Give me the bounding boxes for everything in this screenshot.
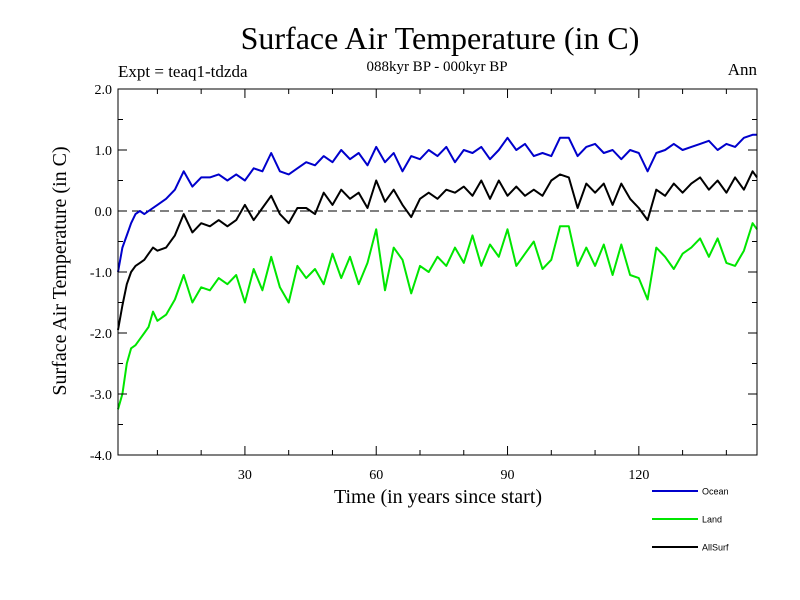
experiment-label: Expt = teaq1-tdzda (118, 62, 248, 81)
x-tick-label: 90 (501, 468, 515, 483)
legend: Ocean Land AllSurf (652, 487, 729, 553)
series-line-land (117, 222, 758, 410)
legend-label-allsurf: AllSurf (702, 543, 729, 553)
x-tick-label: 120 (628, 468, 649, 483)
x-axis-label: Time (in years since start) (334, 486, 542, 508)
series-line-ocean (117, 133, 757, 273)
y-tick-label: -4.0 (90, 449, 112, 464)
y-tick-label: -2.0 (90, 327, 112, 342)
y-tick-label: 2.0 (95, 83, 113, 98)
x-tick-label: 60 (369, 468, 383, 483)
legend-label-land: Land (702, 515, 722, 525)
x-tick-label: 30 (238, 468, 252, 483)
y-tick-label: -1.0 (90, 266, 112, 281)
y-tick-label: 1.0 (95, 144, 113, 159)
y-tick-label: -3.0 (90, 388, 112, 403)
chart-title: Surface Air Temperature (in C) (241, 20, 640, 56)
series-line-allsurf (117, 170, 758, 331)
season-label: Ann (728, 60, 758, 79)
legend-label-ocean: Ocean (702, 487, 729, 497)
chart-subtitle: 088kyr BP - 000kyr BP (366, 59, 507, 75)
plot-frame (117, 88, 758, 456)
y-tick-label: 0.0 (95, 205, 113, 220)
axis-layer: 30 60 90 120 2.0 1.0 0.0 -1.0 -2.0 -3.0 -4.0 (90, 83, 757, 483)
plot-area: 30 60 90 120 2.0 1.0 0.0 -1.0 -2.0 -3.0 -4.0 (90, 83, 758, 483)
y-axis-label: Surface Air Temperature (in C) (49, 146, 71, 395)
series-layer (117, 133, 758, 410)
